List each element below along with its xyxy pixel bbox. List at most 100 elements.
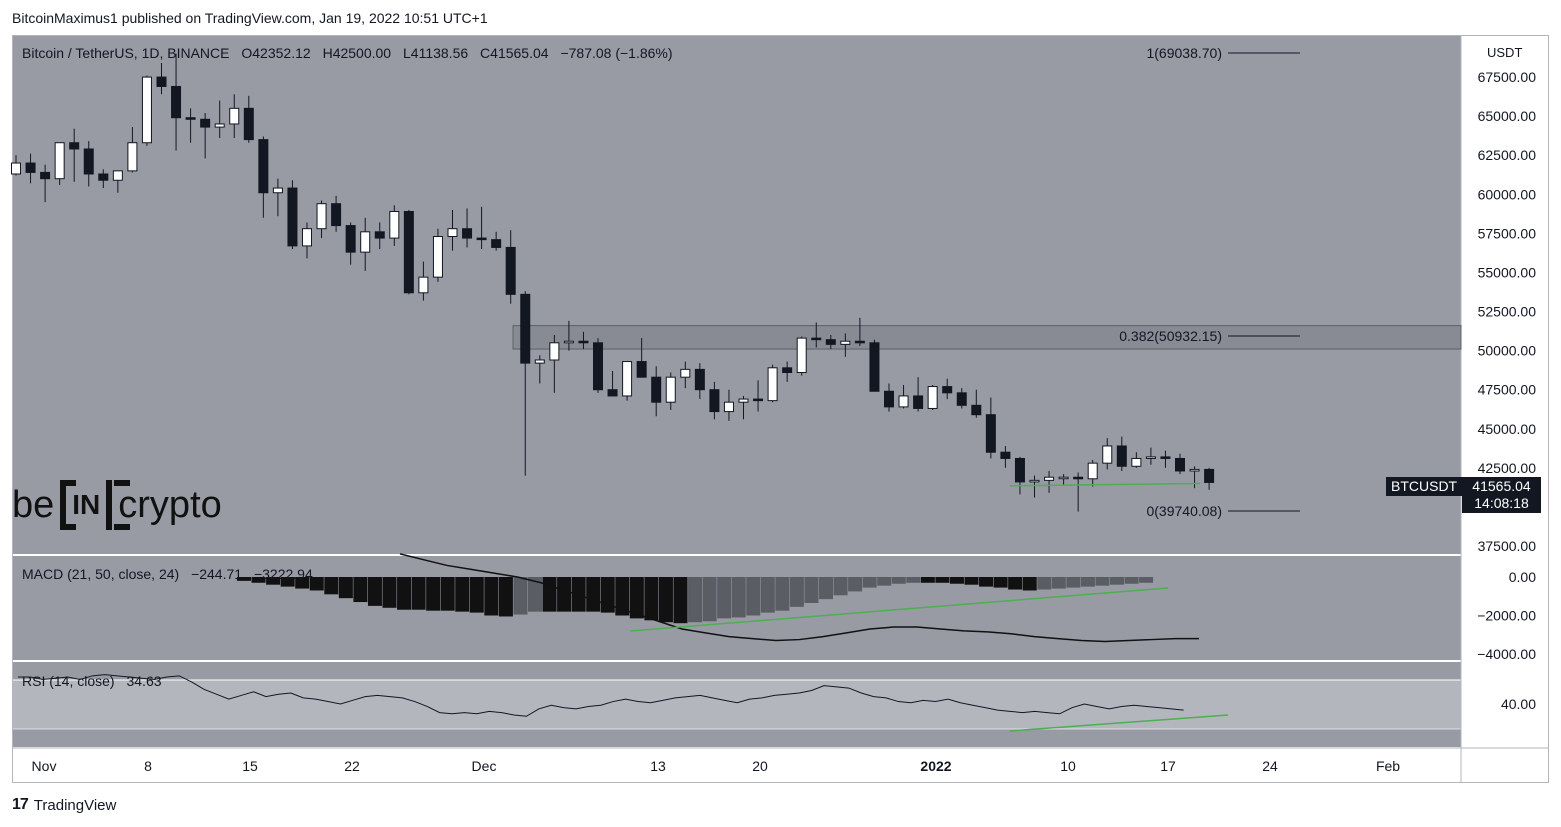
candle-body xyxy=(549,342,560,361)
candle-body xyxy=(185,117,196,120)
tradingview-logo-icon: 17 xyxy=(12,796,29,813)
macd-histogram-bar xyxy=(455,577,470,612)
rsi-pane xyxy=(18,674,1229,732)
symbol-title[interactable]: Bitcoin / TetherUS, 1D, BINANCE xyxy=(22,45,230,61)
candle-body xyxy=(1160,456,1171,459)
candle-body xyxy=(287,187,298,247)
candle-body xyxy=(869,342,880,392)
price-axis-label: 67500.00 xyxy=(1478,69,1537,85)
time-axis-label: 24 xyxy=(1262,758,1278,774)
macd-axis-label: −4000.00 xyxy=(1477,646,1536,662)
candle-body xyxy=(69,142,80,150)
candle-body xyxy=(796,337,807,373)
macd-histogram-bar xyxy=(979,577,994,587)
macd-histogram-bar xyxy=(644,577,659,621)
macd-histogram-bar xyxy=(804,577,819,603)
resistance-zone xyxy=(512,325,1462,350)
macd-histogram-bar xyxy=(746,577,761,616)
candle-body xyxy=(854,340,865,344)
candle-body xyxy=(811,337,822,341)
candle-body xyxy=(316,203,327,230)
candle-body xyxy=(520,293,531,364)
macd-histogram-bar xyxy=(1051,577,1066,589)
beincrypto-watermark: be IN crypto xyxy=(12,480,222,530)
low-label: L xyxy=(402,45,411,61)
currency-badge[interactable]: USDT xyxy=(1482,42,1528,63)
macd-histogram-bar xyxy=(280,577,295,587)
macd-histogram-bar xyxy=(295,577,310,589)
candle-body xyxy=(1029,479,1040,483)
time-axis-label: Feb xyxy=(1376,758,1400,774)
candle-body xyxy=(1116,445,1127,467)
candle-body xyxy=(476,237,487,241)
low-value: 41138.56 xyxy=(410,45,469,61)
macd-histogram-bar xyxy=(426,577,441,611)
macd-histogram-bar xyxy=(528,577,542,612)
close-value: 41565.04 xyxy=(490,45,549,61)
candle-body xyxy=(1073,476,1084,480)
candle-body xyxy=(374,231,385,239)
candle-body xyxy=(462,228,473,239)
macd-histogram-bar xyxy=(848,577,863,592)
macd-histogram-bar xyxy=(717,577,732,619)
last-price-tag: 41565.04 14:08:18 xyxy=(1462,477,1541,513)
candle-body xyxy=(127,142,138,172)
candle-body xyxy=(578,340,589,344)
macd-value-2: −3222.94 xyxy=(253,566,313,582)
candle-body xyxy=(665,376,676,403)
last-price: 41565.04 xyxy=(1472,478,1531,494)
macd-histogram-bar xyxy=(382,577,397,608)
price-axis-label: 57500.00 xyxy=(1478,225,1537,241)
macd-histogram-bar xyxy=(498,577,513,617)
price-axis-label: 47500.00 xyxy=(1478,382,1537,398)
candle-body xyxy=(505,246,516,295)
time-axis-label: 20 xyxy=(752,758,768,774)
macd-histogram-bar xyxy=(600,577,615,613)
chart-frame xyxy=(12,35,1549,783)
time-axis-label: Dec xyxy=(472,758,497,774)
macd-legend[interactable]: MACD (21, 50, close, 24) −244.71 −3222.9… xyxy=(22,566,321,582)
macd-histogram-bar xyxy=(949,577,964,584)
candle-body xyxy=(1145,456,1156,459)
macd-histogram-bar xyxy=(935,577,950,583)
candle-body xyxy=(302,228,312,247)
candle-body xyxy=(913,395,924,409)
time-axis-label: Nov xyxy=(32,758,57,774)
candle-body xyxy=(942,386,953,394)
candle-body xyxy=(593,342,603,391)
rsi-name: RSI (14, close) xyxy=(22,673,115,689)
candle-body xyxy=(985,414,996,453)
candle-body xyxy=(331,203,342,227)
macd-histogram-bar xyxy=(1022,577,1037,591)
candle-body xyxy=(1175,457,1185,472)
macd-histogram-bar xyxy=(920,577,935,583)
macd-histogram-bar xyxy=(353,577,368,603)
macd-histogram-bar xyxy=(542,577,557,612)
macd-histogram-bar xyxy=(819,577,833,600)
fib-label: 0.382(50932.15) xyxy=(1119,328,1222,344)
macd-histogram-bar xyxy=(440,577,455,611)
time-axis-label: 15 xyxy=(242,758,258,774)
rsi-band xyxy=(13,680,1461,729)
macd-histogram-bar xyxy=(702,577,717,622)
candle-body xyxy=(723,401,734,413)
footer-brand[interactable]: TradingView xyxy=(33,796,117,814)
candle-body xyxy=(622,361,633,397)
candle-body xyxy=(447,228,458,238)
candle-body xyxy=(825,339,836,345)
rsi-legend[interactable]: RSI (14, close) 34.63 xyxy=(22,673,170,689)
candle-body xyxy=(98,173,109,181)
brand-right: crypto xyxy=(118,483,222,526)
macd-signal-line xyxy=(399,553,1199,643)
macd-histogram-bar xyxy=(1037,577,1052,590)
candle-body xyxy=(782,367,793,373)
candle-body xyxy=(636,361,647,378)
macd-histogram-bar xyxy=(906,577,921,583)
macd-value-1: −244.71 xyxy=(191,566,243,582)
macd-histogram-bar xyxy=(1110,577,1124,585)
candle-body xyxy=(1189,468,1200,472)
macd-histogram-bar xyxy=(731,577,746,618)
bar-countdown: 14:08:18 xyxy=(1474,495,1529,511)
candle-body xyxy=(403,211,414,294)
